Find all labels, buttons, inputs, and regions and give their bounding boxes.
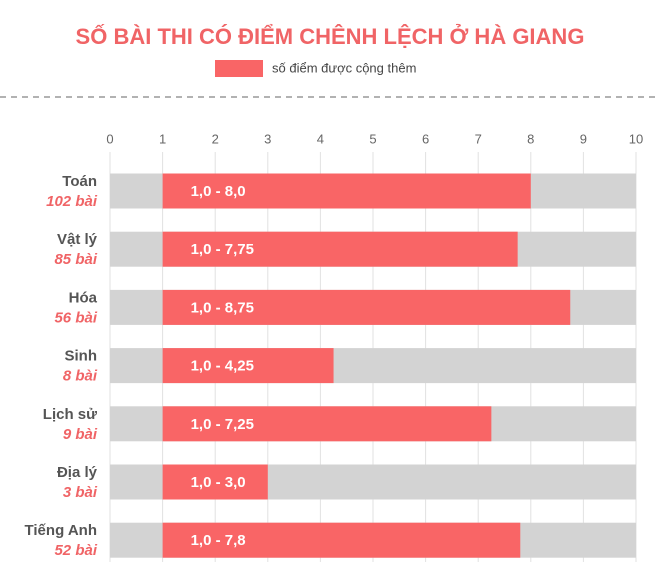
category-note: 102 bài (46, 193, 98, 210)
x-tick-label: 6 (422, 131, 429, 146)
value-label: 1,0 - 7,25 (191, 416, 254, 433)
category-label: Sinh (65, 348, 98, 365)
bar (162, 522, 521, 558)
bar (162, 173, 531, 209)
category-note: 56 bài (54, 309, 97, 326)
value-label: 1,0 - 8,75 (191, 299, 254, 316)
category-label: Toán (62, 173, 97, 190)
value-label: 1,0 - 7,8 (191, 532, 246, 549)
category-note: 52 bài (54, 542, 97, 559)
category-label: Vật lý (57, 231, 98, 248)
x-tick-label: 9 (580, 131, 587, 146)
category-label: Địa lý (57, 464, 98, 481)
x-tick-label: 7 (475, 131, 482, 146)
bar (162, 406, 492, 442)
x-tick-label: 3 (264, 131, 271, 146)
x-tick-label: 5 (369, 131, 376, 146)
category-note: 3 bài (63, 484, 98, 501)
value-label: 1,0 - 3,0 (191, 474, 246, 491)
chart-title: SỐ BÀI THI CÓ ĐIỂM CHÊNH LỆCH Ở HÀ GIANG (76, 23, 585, 49)
category-label: Hóa (69, 289, 98, 306)
bar (162, 464, 268, 500)
value-label: 1,0 - 7,75 (191, 241, 254, 258)
category-note: 8 bài (63, 368, 98, 385)
x-tick-label: 2 (212, 131, 219, 146)
x-tick-label: 8 (527, 131, 534, 146)
category-label: Lịch sử (43, 406, 97, 423)
bar (162, 231, 518, 267)
value-label: 1,0 - 4,25 (191, 358, 254, 375)
x-tick-label: 1 (159, 131, 166, 146)
x-tick-label: 0 (106, 131, 113, 146)
category-note: 85 bài (54, 251, 97, 268)
legend-label: số điểm được cộng thêm (272, 60, 416, 75)
bar (162, 348, 334, 384)
legend-swatch (215, 60, 263, 77)
bar (162, 289, 571, 325)
category-label: Tiếng Anh (25, 522, 98, 539)
x-tick-label: 10 (629, 131, 643, 146)
category-note: 9 bài (63, 426, 98, 443)
x-tick-label: 4 (317, 131, 324, 146)
value-label: 1,0 - 8,0 (191, 183, 246, 200)
